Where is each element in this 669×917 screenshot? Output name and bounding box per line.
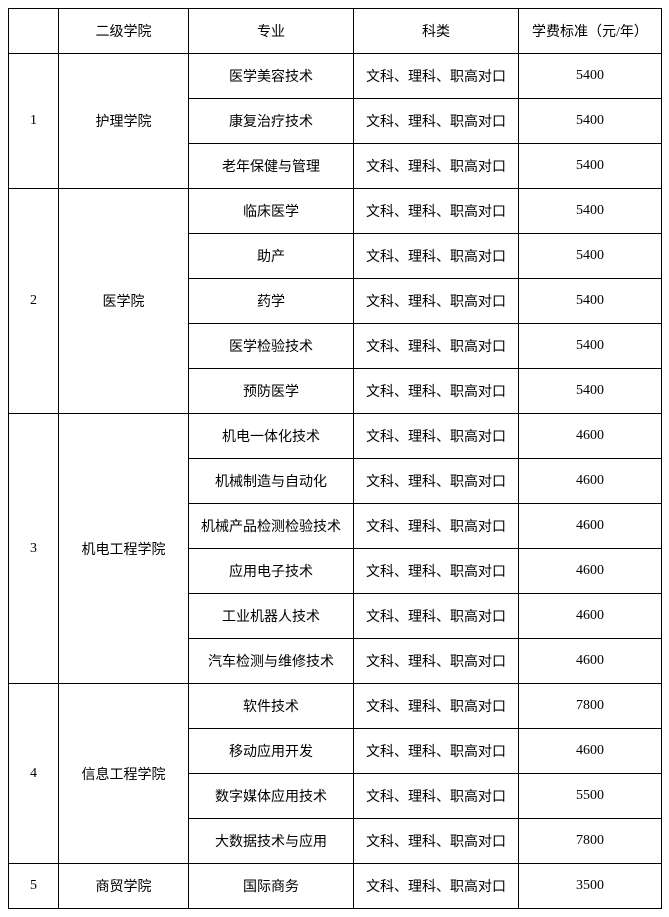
cell-college: 医学院 bbox=[59, 189, 189, 414]
cell-index: 4 bbox=[9, 684, 59, 864]
cell-fee: 4600 bbox=[519, 414, 662, 459]
cell-major: 助产 bbox=[189, 234, 354, 279]
cell-major: 工业机器人技术 bbox=[189, 594, 354, 639]
cell-category: 文科、理科、职高对口 bbox=[354, 144, 519, 189]
cell-college: 商贸学院 bbox=[59, 864, 189, 909]
cell-category: 文科、理科、职高对口 bbox=[354, 684, 519, 729]
cell-category: 文科、理科、职高对口 bbox=[354, 774, 519, 819]
cell-major: 临床医学 bbox=[189, 189, 354, 234]
cell-college: 信息工程学院 bbox=[59, 684, 189, 864]
table-body: 1护理学院医学美容技术文科、理科、职高对口5400康复治疗技术文科、理科、职高对… bbox=[9, 54, 662, 909]
cell-fee: 5400 bbox=[519, 54, 662, 99]
cell-college: 机电工程学院 bbox=[59, 414, 189, 684]
cell-fee: 7800 bbox=[519, 684, 662, 729]
cell-fee: 4600 bbox=[519, 639, 662, 684]
cell-fee: 4600 bbox=[519, 729, 662, 774]
cell-fee: 5400 bbox=[519, 189, 662, 234]
header-fee: 学费标准（元/年） bbox=[519, 9, 662, 54]
cell-fee: 5400 bbox=[519, 234, 662, 279]
cell-major: 机电一体化技术 bbox=[189, 414, 354, 459]
cell-category: 文科、理科、职高对口 bbox=[354, 459, 519, 504]
cell-category: 文科、理科、职高对口 bbox=[354, 729, 519, 774]
cell-category: 文科、理科、职高对口 bbox=[354, 99, 519, 144]
cell-category: 文科、理科、职高对口 bbox=[354, 639, 519, 684]
cell-major: 汽车检测与维修技术 bbox=[189, 639, 354, 684]
cell-major: 软件技术 bbox=[189, 684, 354, 729]
cell-index: 5 bbox=[9, 864, 59, 909]
cell-category: 文科、理科、职高对口 bbox=[354, 504, 519, 549]
cell-fee: 3500 bbox=[519, 864, 662, 909]
table-row: 4信息工程学院软件技术文科、理科、职高对口7800 bbox=[9, 684, 662, 729]
cell-major: 机械产品检测检验技术 bbox=[189, 504, 354, 549]
cell-fee: 5400 bbox=[519, 99, 662, 144]
cell-major: 康复治疗技术 bbox=[189, 99, 354, 144]
cell-fee: 4600 bbox=[519, 459, 662, 504]
cell-fee: 5500 bbox=[519, 774, 662, 819]
cell-fee: 5400 bbox=[519, 324, 662, 369]
cell-category: 文科、理科、职高对口 bbox=[354, 54, 519, 99]
table-row: 5商贸学院国际商务文科、理科、职高对口3500 bbox=[9, 864, 662, 909]
cell-college: 护理学院 bbox=[59, 54, 189, 189]
table-row: 1护理学院医学美容技术文科、理科、职高对口5400 bbox=[9, 54, 662, 99]
table-row: 3机电工程学院机电一体化技术文科、理科、职高对口4600 bbox=[9, 414, 662, 459]
cell-index: 1 bbox=[9, 54, 59, 189]
cell-fee: 5400 bbox=[519, 279, 662, 324]
cell-major: 大数据技术与应用 bbox=[189, 819, 354, 864]
header-category: 科类 bbox=[354, 9, 519, 54]
cell-fee: 4600 bbox=[519, 594, 662, 639]
cell-major: 移动应用开发 bbox=[189, 729, 354, 774]
cell-fee: 5400 bbox=[519, 369, 662, 414]
header-major: 专业 bbox=[189, 9, 354, 54]
table-header-row: 二级学院 专业 科类 学费标准（元/年） bbox=[9, 9, 662, 54]
cell-major: 应用电子技术 bbox=[189, 549, 354, 594]
cell-category: 文科、理科、职高对口 bbox=[354, 414, 519, 459]
cell-major: 医学美容技术 bbox=[189, 54, 354, 99]
cell-major: 医学检验技术 bbox=[189, 324, 354, 369]
cell-category: 文科、理科、职高对口 bbox=[354, 234, 519, 279]
cell-fee: 5400 bbox=[519, 144, 662, 189]
cell-category: 文科、理科、职高对口 bbox=[354, 189, 519, 234]
header-index bbox=[9, 9, 59, 54]
cell-category: 文科、理科、职高对口 bbox=[354, 819, 519, 864]
cell-category: 文科、理科、职高对口 bbox=[354, 549, 519, 594]
cell-fee: 4600 bbox=[519, 504, 662, 549]
cell-category: 文科、理科、职高对口 bbox=[354, 369, 519, 414]
cell-major: 国际商务 bbox=[189, 864, 354, 909]
cell-major: 药学 bbox=[189, 279, 354, 324]
cell-category: 文科、理科、职高对口 bbox=[354, 864, 519, 909]
cell-index: 3 bbox=[9, 414, 59, 684]
tuition-table: 二级学院 专业 科类 学费标准（元/年） 1护理学院医学美容技术文科、理科、职高… bbox=[8, 8, 662, 909]
header-college: 二级学院 bbox=[59, 9, 189, 54]
cell-fee: 4600 bbox=[519, 549, 662, 594]
cell-major: 数字媒体应用技术 bbox=[189, 774, 354, 819]
cell-category: 文科、理科、职高对口 bbox=[354, 594, 519, 639]
cell-major: 机械制造与自动化 bbox=[189, 459, 354, 504]
cell-category: 文科、理科、职高对口 bbox=[354, 279, 519, 324]
cell-fee: 7800 bbox=[519, 819, 662, 864]
table-row: 2医学院临床医学文科、理科、职高对口5400 bbox=[9, 189, 662, 234]
cell-index: 2 bbox=[9, 189, 59, 414]
cell-major: 老年保健与管理 bbox=[189, 144, 354, 189]
cell-major: 预防医学 bbox=[189, 369, 354, 414]
cell-category: 文科、理科、职高对口 bbox=[354, 324, 519, 369]
